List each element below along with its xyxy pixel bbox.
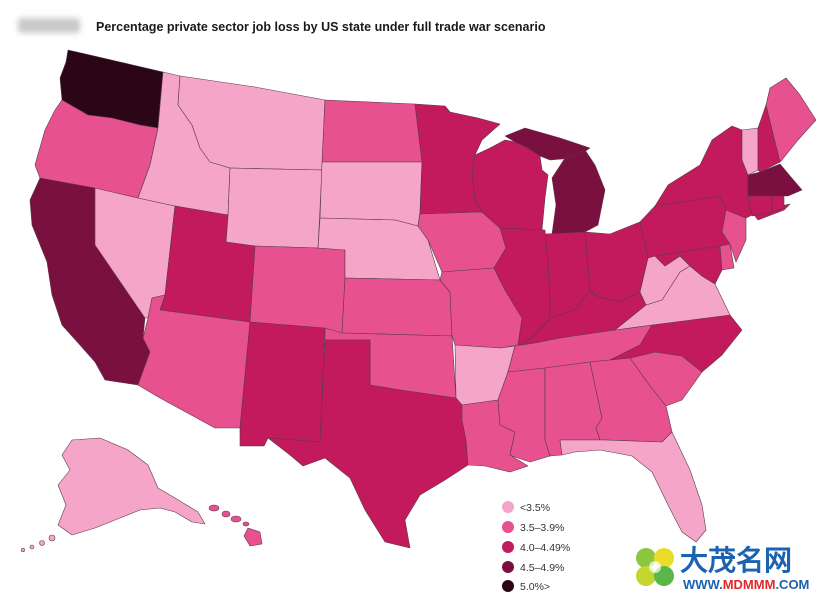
states-layer [20,49,817,553]
state-alaska-island [48,534,56,542]
blurred-logo-image [18,18,80,33]
state-montana [177,75,326,171]
legend-swatch [502,541,514,553]
state-hawaii-island [242,521,250,527]
state-north-dakota [321,99,423,163]
state-alaska-island [29,544,35,550]
state-hawaii-island [221,510,231,518]
watermark-url: WWW.MDMMM.COM [683,577,809,592]
legend-label: <3.5% [520,502,550,514]
state-south-dakota [319,161,423,227]
state-maine [765,77,817,163]
state-michigan-lower [551,149,606,235]
state-rhode-island [771,195,785,213]
state-north-carolina [609,314,743,373]
watermark-site-name: 大茂名网 [680,544,792,577]
watermark: 大茂名网 WWW.MDMMM.COM [636,544,809,592]
state-texas [267,339,469,549]
state-hawaii-big-island [243,527,263,547]
state-hawaii-island [230,515,242,523]
state-wisconsin [471,139,549,231]
legend-label: 5.0%> [520,581,550,593]
state-wyoming [225,167,323,249]
state-new-mexico [239,321,326,447]
state-florida [559,431,707,543]
legend-label: 3.5–3.9% [520,522,564,534]
legend-swatch [502,521,514,533]
state-ohio [584,221,649,303]
state-vermont [741,127,759,176]
clover-logo-icon [636,548,674,586]
legend-swatch [502,501,514,513]
map-title: Percentage private sector job loss by US… [96,20,546,34]
legend-swatch [502,561,514,573]
state-alaska [57,437,206,536]
watermark-url-www: WWW. [683,577,723,592]
watermark-url-tld: .COM [775,577,809,592]
state-kansas [341,277,453,337]
legend: <3.5% 3.5–3.9% 4.0–4.49% 4.5–4.9% 5.0%> [502,501,570,593]
state-new-hampshire [757,104,781,173]
legend-label: 4.5–4.9% [520,562,564,574]
state-colorado [249,245,346,334]
watermark-url-domain: MDMMM [723,577,776,592]
state-connecticut [747,195,773,217]
legend-swatch [502,580,514,592]
legend-label: 4.0–4.49% [520,542,570,554]
state-hawaii-island [208,504,220,512]
state-alaska-island [20,547,26,553]
state-alaska-island [39,540,45,546]
state-michigan-upper [504,127,591,161]
